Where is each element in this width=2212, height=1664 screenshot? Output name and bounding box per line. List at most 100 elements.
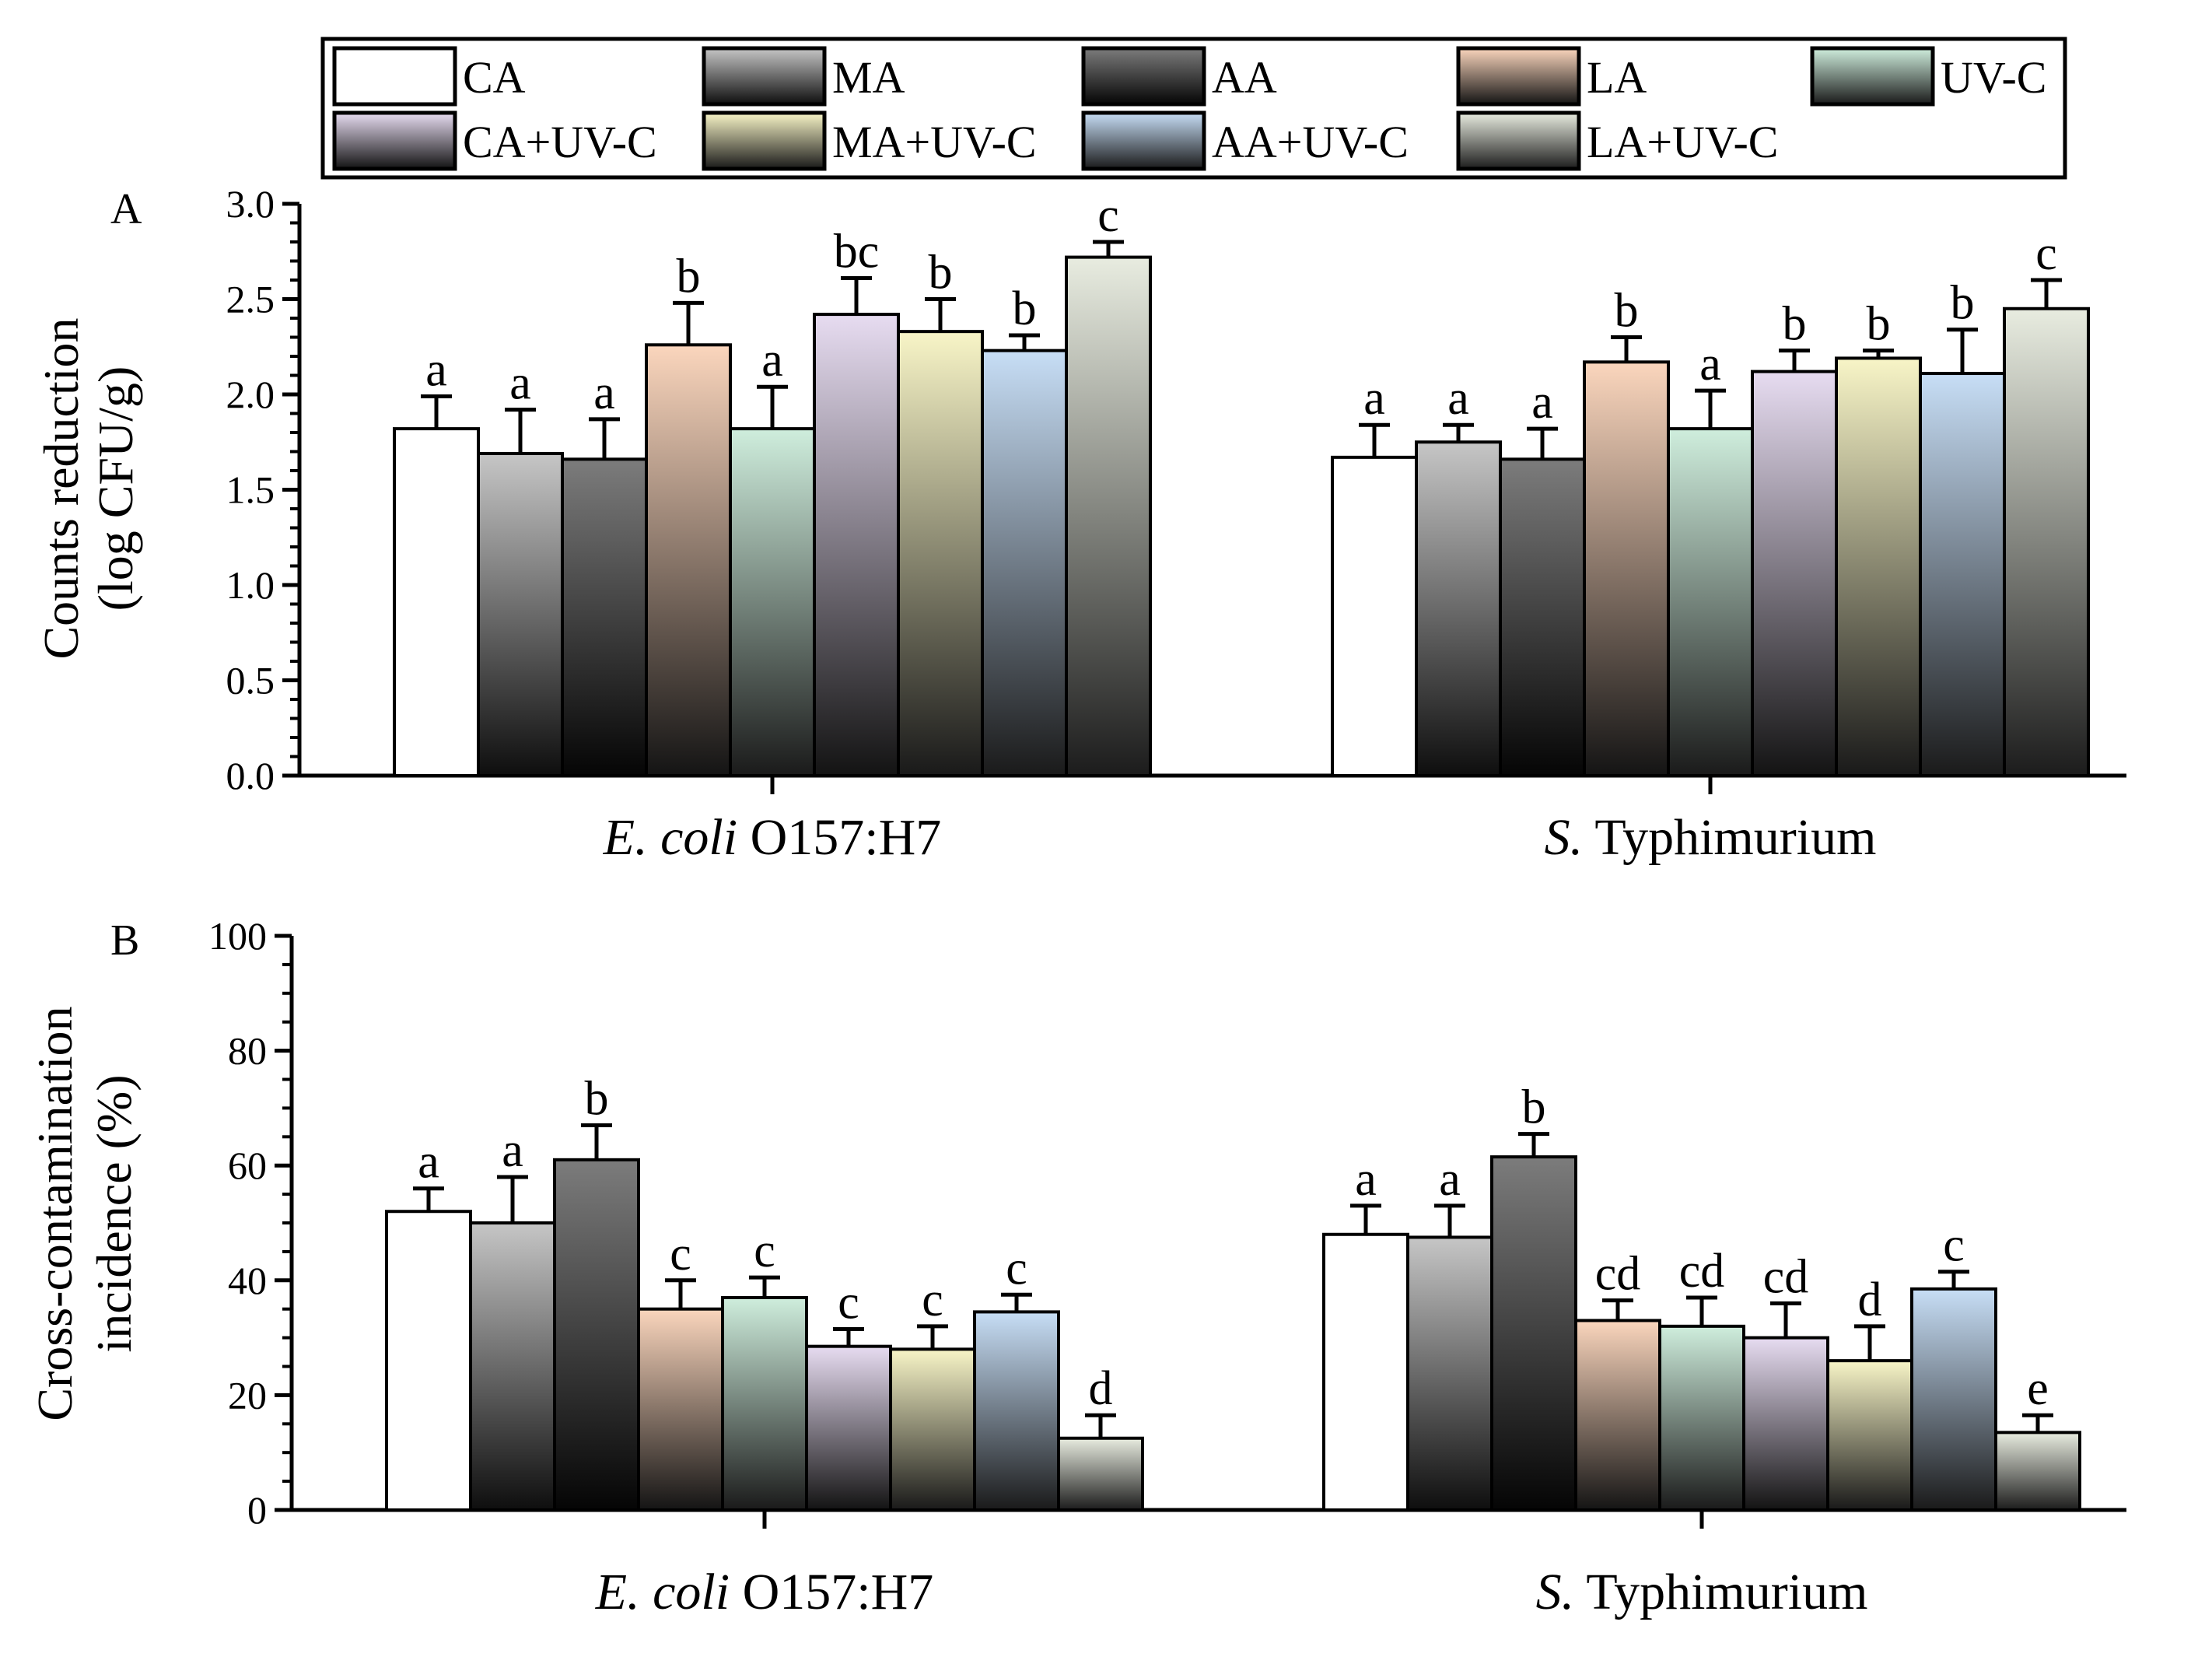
panel-a: A Counts reduction (log CFU/g) 0.0 0.5 1.0… (33, 182, 2126, 866)
y-tick-label: 2.0 (226, 373, 275, 416)
bar (637, 1307, 724, 1512)
significance-letter: b (585, 1073, 609, 1126)
bar (729, 427, 816, 777)
bar (393, 427, 480, 777)
bar (1331, 455, 1418, 777)
bar (1826, 1359, 1913, 1512)
legend-label: AA (1212, 52, 1277, 103)
category-label: S. Typhimurium (1545, 809, 1877, 866)
legend-swatch (702, 110, 827, 171)
significance-letter: c (670, 1228, 691, 1280)
bar (1065, 255, 1152, 778)
y-tick-label: 0.0 (226, 754, 275, 797)
category-label: S. Typhimurium (1536, 1564, 1868, 1620)
y-tick-label: 0.5 (226, 659, 275, 702)
significance-letter: c (2035, 227, 2057, 280)
significance-letter: c (1097, 189, 1119, 242)
bar (1490, 1155, 1577, 1512)
significance-letter: a (1439, 1153, 1461, 1206)
bar (1835, 356, 1922, 777)
significance-letter: c (838, 1277, 859, 1329)
significance-letter: b (1951, 277, 1975, 330)
significance-letter: a (1531, 376, 1553, 429)
legend-label: UV-C (1941, 52, 2046, 103)
bar (1415, 440, 1502, 777)
y-tick-label: 20 (228, 1373, 267, 1417)
category-label: E. coli O157:H7 (603, 809, 941, 866)
legend-label: MA (832, 52, 905, 103)
significance-letter: a (593, 366, 615, 419)
legend-label: LA+UV-C (1587, 117, 1778, 167)
legend-swatch (332, 110, 457, 171)
bar (553, 1158, 640, 1512)
bar (981, 349, 1068, 777)
bar (1057, 1436, 1144, 1512)
significance-letter: a (509, 357, 531, 410)
significance-letter: a (1363, 372, 1385, 425)
bar (1910, 1287, 1997, 1512)
y-tick-label: 2.5 (226, 278, 275, 321)
legend-swatch (332, 46, 457, 107)
significance-letter: a (1699, 338, 1721, 391)
y-tick-label: 60 (228, 1144, 267, 1187)
legend-label: LA (1587, 52, 1647, 103)
y-tick-label: 0 (247, 1488, 267, 1532)
bar (2003, 307, 2090, 777)
legend-label: MA+UV-C (832, 117, 1037, 167)
bar (721, 1295, 808, 1512)
significance-letter: c (754, 1224, 775, 1277)
significance-letter: c (922, 1273, 943, 1326)
significance-letter: d (1089, 1362, 1113, 1415)
y-tick-label: 1.5 (226, 468, 275, 512)
legend-swatch (1456, 110, 1581, 171)
legend-swatch (1081, 46, 1206, 107)
bar (645, 343, 732, 777)
panel-a-ylabel-line1: Counts reduction (33, 317, 89, 659)
bar (1574, 1319, 1661, 1512)
significance-letter: cd (1679, 1245, 1725, 1298)
significance-letter: b (1615, 285, 1639, 338)
bar (1406, 1235, 1493, 1512)
legend: CA MA AA LA UV-C CA+UV-C MA+UV-C AA+UV-C LA+UV-C (320, 37, 2067, 180)
significance-letter: e (2027, 1362, 2049, 1415)
significance-letter: c (1006, 1242, 1027, 1294)
legend-label: CA (463, 52, 526, 103)
bar (1742, 1336, 1829, 1512)
significance-letter: d (1858, 1273, 1882, 1326)
panel-b-label: B (110, 916, 139, 965)
significance-letter: cd (1595, 1248, 1641, 1301)
significance-letter: b (677, 250, 701, 303)
category-label: E. coli O157:H7 (595, 1564, 933, 1620)
bar (1658, 1324, 1745, 1512)
bar (1583, 360, 1670, 778)
y-tick-label: 3.0 (226, 182, 275, 226)
bar (1994, 1431, 2081, 1512)
significance-letter: a (502, 1124, 523, 1177)
legend-label: CA+UV-C (463, 117, 657, 167)
significance-letter: b (1013, 282, 1037, 335)
bar (1499, 457, 1586, 777)
significance-letter: b (1522, 1081, 1546, 1134)
significance-letter: bc (834, 226, 880, 279)
bar (889, 1347, 976, 1512)
panel-b-ylabel-line2: incidence (%) (86, 1074, 142, 1352)
y-tick-label: 40 (228, 1259, 267, 1302)
panel-a-ylabel-line2: (log CFU/g) (88, 366, 143, 611)
significance-letter: a (761, 334, 783, 387)
significance-letter: a (1355, 1153, 1377, 1206)
y-tick-label: 80 (228, 1029, 267, 1073)
significance-letter: a (418, 1136, 439, 1189)
legend-swatch (1810, 46, 1935, 107)
y-tick-label: 100 (208, 914, 267, 958)
bar (1919, 372, 2006, 777)
significance-letter: b (1783, 298, 1807, 351)
legend-swatch (1456, 46, 1581, 107)
legend-swatch (1081, 110, 1206, 171)
panel-b-ylabel-line1: Cross-contamination (27, 1006, 82, 1421)
significance-letter: b (929, 247, 953, 300)
significance-letter: cd (1763, 1250, 1809, 1303)
bar (1322, 1232, 1409, 1512)
